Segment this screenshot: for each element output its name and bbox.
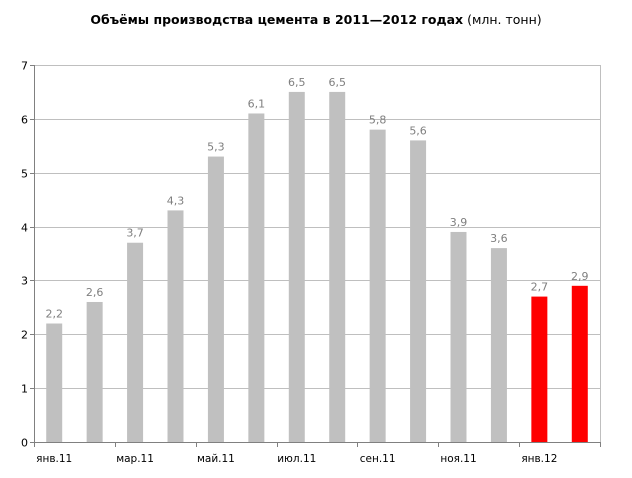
x-tick-label: май.11 (197, 453, 235, 465)
x-tick-label: июл.11 (277, 453, 316, 465)
y-tick-label: 2 (21, 329, 28, 342)
y-tick-label: 6 (21, 114, 28, 127)
bar (167, 210, 184, 442)
y-tick-label: 0 (21, 437, 28, 450)
y-tick-label: 1 (21, 383, 28, 396)
y-tick-label: 4 (21, 222, 28, 235)
bar (450, 231, 467, 442)
x-tick-label: ноя.11 (440, 453, 476, 465)
y-tick-label: 5 (21, 168, 28, 181)
y-tick-label: 7 (21, 60, 28, 73)
data-label: 6,5 (288, 76, 306, 89)
data-label: 4,3 (167, 194, 185, 207)
data-label: 2,2 (45, 308, 63, 321)
data-label: 3,6 (490, 232, 508, 245)
axes (30, 65, 601, 447)
x-tick-label: сен.11 (360, 453, 396, 465)
bar (248, 113, 265, 442)
data-label: 3,7 (126, 227, 144, 240)
data-label: 5,3 (207, 141, 225, 154)
data-label: 2,7 (531, 281, 549, 294)
bar (490, 248, 507, 442)
chart-title-main: Объёмы производства цемента в 2011—2012 … (90, 12, 464, 27)
bar (369, 129, 386, 442)
y-tick-label: 3 (21, 275, 28, 288)
data-label: 2,9 (571, 270, 589, 283)
x-tick-label: янв.11 (36, 453, 72, 465)
labels: 0 1 2 3 4 5 6 7 2,2 янв.11 2,6 3,7 мар.11 4,3 5,3 май.1… (21, 60, 589, 466)
data-label: 5,6 (409, 124, 427, 137)
bar (410, 140, 427, 442)
data-label: 6,1 (248, 97, 266, 110)
bar (207, 156, 224, 443)
x-tick-label: янв.12 (521, 453, 557, 465)
bar (329, 91, 346, 442)
bar (288, 91, 305, 442)
chart-title: Объёмы производства цемента в 2011—2012 … (0, 12, 632, 27)
bar (531, 296, 548, 442)
bar (46, 323, 63, 442)
bars (46, 91, 588, 443)
bar (571, 285, 588, 442)
bar (86, 301, 103, 442)
chart-title-unit: (млн. тонн) (467, 12, 542, 27)
data-label: 5,8 (369, 114, 387, 127)
data-label: 6,5 (328, 76, 346, 89)
gridlines (34, 65, 601, 442)
bar (127, 242, 144, 442)
data-label: 3,9 (450, 216, 468, 229)
x-tick-label: мар.11 (116, 453, 154, 465)
data-label: 2,6 (86, 286, 104, 299)
